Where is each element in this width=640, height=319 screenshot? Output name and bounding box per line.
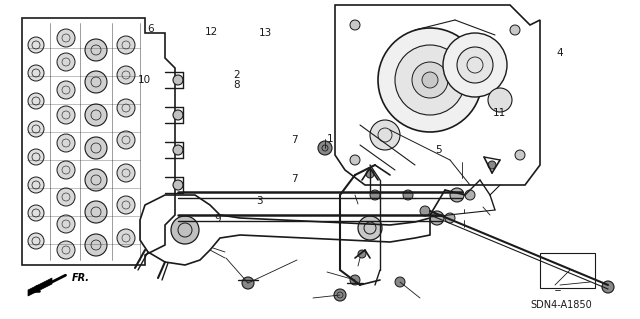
Circle shape: [57, 53, 75, 71]
Circle shape: [395, 277, 405, 287]
Text: 12: 12: [205, 27, 218, 37]
Circle shape: [85, 201, 107, 223]
Circle shape: [117, 99, 135, 117]
Circle shape: [445, 213, 455, 223]
Circle shape: [57, 188, 75, 206]
Circle shape: [430, 211, 444, 225]
Circle shape: [358, 216, 382, 240]
Circle shape: [28, 205, 44, 221]
Circle shape: [117, 131, 135, 149]
Circle shape: [171, 216, 199, 244]
Polygon shape: [28, 278, 52, 296]
Circle shape: [350, 20, 360, 30]
Circle shape: [457, 47, 493, 83]
Circle shape: [350, 155, 360, 165]
Text: 11: 11: [493, 108, 506, 118]
Circle shape: [28, 93, 44, 109]
Circle shape: [378, 28, 482, 132]
Circle shape: [510, 25, 520, 35]
Circle shape: [117, 196, 135, 214]
Circle shape: [334, 289, 346, 301]
Circle shape: [57, 161, 75, 179]
Circle shape: [173, 145, 183, 155]
Text: FR.: FR.: [72, 273, 90, 283]
Circle shape: [488, 88, 512, 112]
Circle shape: [85, 39, 107, 61]
Circle shape: [370, 120, 400, 150]
Circle shape: [318, 141, 332, 155]
Text: 10: 10: [138, 75, 151, 85]
Bar: [540, 253, 595, 288]
Circle shape: [57, 215, 75, 233]
Text: 7: 7: [291, 135, 298, 145]
Circle shape: [28, 177, 44, 193]
Circle shape: [85, 234, 107, 256]
Circle shape: [117, 229, 135, 247]
Circle shape: [422, 72, 438, 88]
Circle shape: [443, 33, 507, 97]
Circle shape: [358, 250, 366, 258]
Circle shape: [28, 121, 44, 137]
Circle shape: [28, 37, 44, 53]
Circle shape: [117, 164, 135, 182]
Circle shape: [57, 106, 75, 124]
Circle shape: [488, 161, 496, 169]
Circle shape: [515, 150, 525, 160]
Circle shape: [57, 29, 75, 47]
Circle shape: [242, 277, 254, 289]
Circle shape: [602, 281, 614, 293]
Circle shape: [173, 75, 183, 85]
Text: SDN4-A1850: SDN4-A1850: [530, 300, 592, 310]
Circle shape: [450, 188, 464, 202]
Text: 4: 4: [557, 48, 563, 58]
Text: 13: 13: [259, 28, 273, 39]
Text: 5: 5: [435, 145, 442, 155]
Circle shape: [403, 190, 413, 200]
Circle shape: [412, 62, 448, 98]
Circle shape: [85, 169, 107, 191]
Circle shape: [28, 149, 44, 165]
Circle shape: [57, 241, 75, 259]
Text: 8: 8: [234, 79, 240, 90]
Circle shape: [370, 190, 380, 200]
Text: 3: 3: [256, 196, 262, 206]
Circle shape: [117, 36, 135, 54]
Circle shape: [366, 170, 374, 178]
Text: 1: 1: [326, 134, 333, 144]
Circle shape: [85, 137, 107, 159]
Text: 2: 2: [234, 70, 240, 80]
Text: 7: 7: [291, 174, 298, 184]
Text: 6: 6: [147, 24, 154, 34]
Circle shape: [420, 206, 430, 216]
Circle shape: [57, 81, 75, 99]
Circle shape: [85, 104, 107, 126]
Circle shape: [85, 71, 107, 93]
Circle shape: [117, 66, 135, 84]
Text: 9: 9: [214, 213, 221, 224]
Circle shape: [57, 134, 75, 152]
Circle shape: [28, 233, 44, 249]
Circle shape: [173, 180, 183, 190]
Circle shape: [395, 45, 465, 115]
Circle shape: [350, 275, 360, 285]
Circle shape: [465, 190, 475, 200]
Circle shape: [173, 110, 183, 120]
Circle shape: [28, 65, 44, 81]
